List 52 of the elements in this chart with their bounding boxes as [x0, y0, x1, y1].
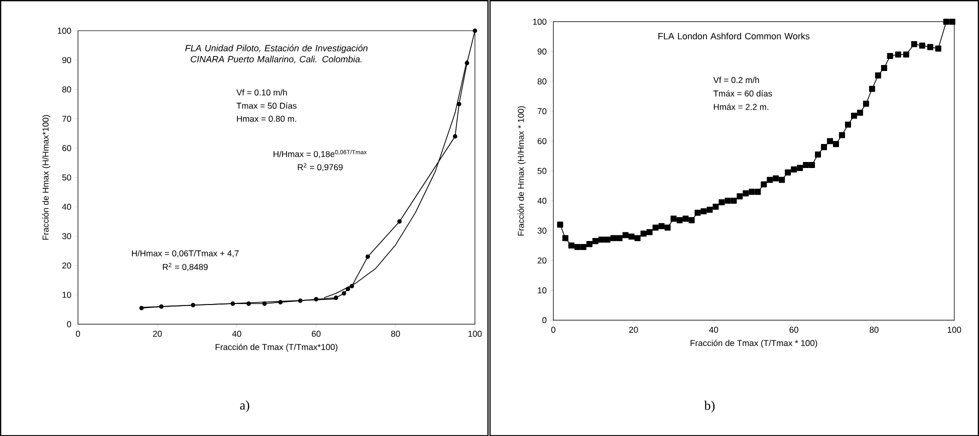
annotation: Tmáx = 60 días: [713, 90, 772, 96]
y-tick-label: 60: [62, 144, 72, 151]
x-tick-label: 40: [709, 326, 718, 333]
x-tick-label: 20: [153, 330, 162, 337]
y-tick-label: 90: [62, 56, 72, 63]
x-tick-label: 100: [468, 330, 482, 337]
y-tick-label: 10: [538, 287, 546, 294]
y-tick-label: 60: [538, 138, 546, 144]
x-tick-label: 40: [232, 330, 242, 337]
x-axis-title: Fracción de Tmax (T/Tmax * 100): [690, 340, 818, 348]
annotation: Tmax = 50 Días: [236, 102, 297, 109]
x-axis-title: Fracción de Tmax (T/Tmax*100): [216, 344, 338, 352]
x-tick-label: 60: [312, 330, 321, 337]
y-tick-label: 40: [62, 204, 72, 210]
annotation: H/Hmax = 0,18e$^{0,06T/Tmax}$: [274, 150, 367, 158]
annotation: R$^{2}$ = 0,9769: [298, 162, 343, 172]
text: a): [240, 400, 250, 412]
y-tick-label: 40: [537, 198, 546, 204]
annotation: Hmáx = 2.2 m.: [714, 103, 768, 110]
y-axis-title: Fracción de Hmax (H/Hmax * 100): [518, 106, 526, 236]
y-tick-label: 0: [67, 321, 72, 328]
x-tick-label: 100: [948, 326, 962, 333]
y-tick-label: 70: [538, 108, 546, 114]
y-tick-label: 50: [538, 168, 546, 174]
x-tick-label: 0: [551, 326, 556, 333]
x-tick-label: 80: [870, 326, 878, 333]
y-tick-label: 20: [538, 257, 546, 264]
y-tick-label: 80: [62, 86, 72, 92]
text: FLA London Ashford Common Works: [658, 32, 810, 40]
y-tick-label: 80: [538, 78, 546, 84]
y-tick-label: 100: [58, 28, 72, 34]
x-tick-label: 0: [76, 330, 80, 337]
y-tick-label: 50: [62, 174, 72, 180]
y-tick-label: 100: [533, 18, 546, 25]
y-tick-label: 30: [62, 232, 72, 240]
x-tick-label: 20: [629, 326, 638, 333]
x-tick-label: 60: [790, 326, 798, 333]
annotation: Vf = 0.2 m/h: [713, 76, 759, 83]
y-tick-label: 90: [538, 48, 546, 54]
y-tick-label: 20: [62, 262, 72, 268]
x-tick-label: 80: [391, 330, 400, 337]
annotation: Hmax = 0.80 m.: [237, 116, 296, 122]
y-axis-title: Fracción de Hmax (H/Hmax*100): [42, 114, 50, 240]
text: FLA Unidad Piloto, Estación de Investigación CINARA Puerto Mallarino, Cali. Colombia.: [185, 44, 368, 64]
y-tick-label: 30: [538, 227, 546, 234]
annotation: R$^{2}$ = 0,8489: [162, 262, 208, 271]
y-tick-label: 10: [62, 292, 72, 298]
y-tick-label: 0: [542, 316, 546, 324]
text: b): [704, 400, 715, 412]
y-tick-label: 70: [62, 116, 72, 122]
annotation: H/Hmax = 0,06T/Tmax + 4,7: [132, 250, 239, 258]
annotation: Vf = 0.10 m/h: [236, 89, 287, 96]
